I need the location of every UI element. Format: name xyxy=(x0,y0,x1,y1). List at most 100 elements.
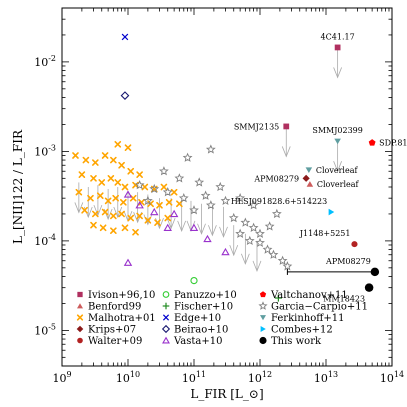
legend-marker xyxy=(76,314,84,321)
data-point xyxy=(121,33,129,41)
data-point xyxy=(99,224,107,232)
data-point xyxy=(118,161,125,169)
data-point xyxy=(121,183,129,191)
data-point xyxy=(92,210,99,218)
data-point xyxy=(194,177,205,187)
legend-label: Panuzzo+10 xyxy=(174,290,237,301)
data-point xyxy=(189,205,199,215)
annotation-label: SDP.81 xyxy=(379,139,407,148)
data-point xyxy=(248,222,259,232)
data-point xyxy=(178,193,189,203)
legend-label: Ivison+96,10 xyxy=(88,290,155,301)
annotation-label: APM08279 xyxy=(253,174,299,183)
data-point xyxy=(147,200,154,208)
data-point xyxy=(101,152,109,159)
upper-limit-arrow xyxy=(219,206,228,238)
y-tick-label: 10-2 xyxy=(34,54,56,69)
series-vasta-10 xyxy=(123,190,230,266)
annotation-label: SMMJ2135 xyxy=(234,122,279,131)
data-point xyxy=(274,294,282,302)
data-point xyxy=(162,187,173,197)
data-point xyxy=(92,159,99,166)
data-point xyxy=(244,235,255,246)
data-point xyxy=(370,267,380,277)
data-point xyxy=(334,44,341,51)
data-point xyxy=(118,210,125,218)
legend-label: Beirao+10 xyxy=(174,325,228,336)
data-point xyxy=(351,241,358,248)
legend-marker xyxy=(76,325,84,333)
data-point xyxy=(110,212,117,220)
legend-label: Combes+12 xyxy=(271,325,333,336)
legend-item-panuzzo-10: Panuzzo+10 xyxy=(162,290,237,301)
data-point xyxy=(306,181,314,187)
data-point xyxy=(203,234,212,243)
data-point xyxy=(282,261,293,271)
data-point xyxy=(124,144,132,151)
x-tick-label: 109 xyxy=(52,370,71,385)
series-panuzzo-10 xyxy=(190,276,198,285)
data-point xyxy=(255,228,265,238)
legend-item-valtchanov-11: Valtchanov+11 xyxy=(259,290,348,301)
data-point xyxy=(87,194,94,202)
annotation-label: Cloverleaf xyxy=(316,166,359,175)
data-point xyxy=(277,255,288,265)
data-point xyxy=(156,201,163,209)
upper-limit-arrow xyxy=(113,187,123,219)
x-tick-label: 1012 xyxy=(248,370,272,385)
data-point xyxy=(144,216,152,224)
data-point xyxy=(120,198,127,206)
data-point xyxy=(305,167,313,174)
legend-marker xyxy=(77,291,83,298)
legend-marker xyxy=(77,303,83,309)
upper-limit-arrow xyxy=(333,47,342,79)
series-walter-09 xyxy=(351,241,358,248)
data-point xyxy=(141,183,149,191)
series-combes-12 xyxy=(328,208,335,216)
series-benford99 xyxy=(306,181,314,187)
legend-marker xyxy=(258,301,268,310)
data-point xyxy=(72,152,79,159)
upper-limit-arrows xyxy=(74,47,342,272)
data-point xyxy=(248,200,259,210)
series-beirao-10 xyxy=(120,91,130,100)
data-point xyxy=(154,219,161,226)
data-point xyxy=(268,249,279,259)
data-point xyxy=(114,179,122,186)
series-ivison-96-10 xyxy=(283,44,341,130)
y-tick-label: 10-5 xyxy=(34,322,56,337)
y-axis-label: L_[NII]122 / L_FIR xyxy=(11,129,25,244)
upper-limit-arrow xyxy=(74,182,84,214)
legend: Ivison+96,10Benford99Malhotra+01Krips+07… xyxy=(76,290,368,347)
legend-item-fischer-10: Fischer+10 xyxy=(162,302,233,313)
data-point xyxy=(150,207,159,216)
data-point xyxy=(121,224,129,232)
legend-item-ivison-96-10: Ivison+96,10 xyxy=(77,290,155,301)
data-point xyxy=(255,237,265,248)
legend-label: Walter+09 xyxy=(88,336,142,347)
data-point xyxy=(240,217,251,227)
data-point xyxy=(123,190,133,198)
legend-item-garcia-carpio-11: Garcia−Carpio+11 xyxy=(258,301,368,313)
data-point xyxy=(170,188,178,196)
data-point xyxy=(136,212,143,220)
legend-item-vasta-10: Vasta+10 xyxy=(162,336,222,347)
y-tick-label: 10-3 xyxy=(34,143,56,158)
data-point xyxy=(271,208,282,219)
data-point xyxy=(110,227,117,235)
annotation-label: J1148+5251 xyxy=(299,229,351,238)
upper-limit-arrow xyxy=(281,126,291,158)
y-tick-label: 10-4 xyxy=(34,233,56,248)
upper-limit-arrow xyxy=(83,187,93,219)
data-point xyxy=(134,179,145,190)
data-point xyxy=(90,221,97,229)
upper-limit-arrow xyxy=(333,141,342,173)
data-point xyxy=(149,183,160,194)
data-point xyxy=(302,174,310,182)
legend-item-ferkinhoff-11: Ferkinhoff+11 xyxy=(260,313,344,324)
legend-label: Benford99 xyxy=(88,302,141,313)
data-point xyxy=(169,209,179,218)
data-point xyxy=(90,175,97,182)
annotation-label: SMMJ02399 xyxy=(312,126,363,135)
